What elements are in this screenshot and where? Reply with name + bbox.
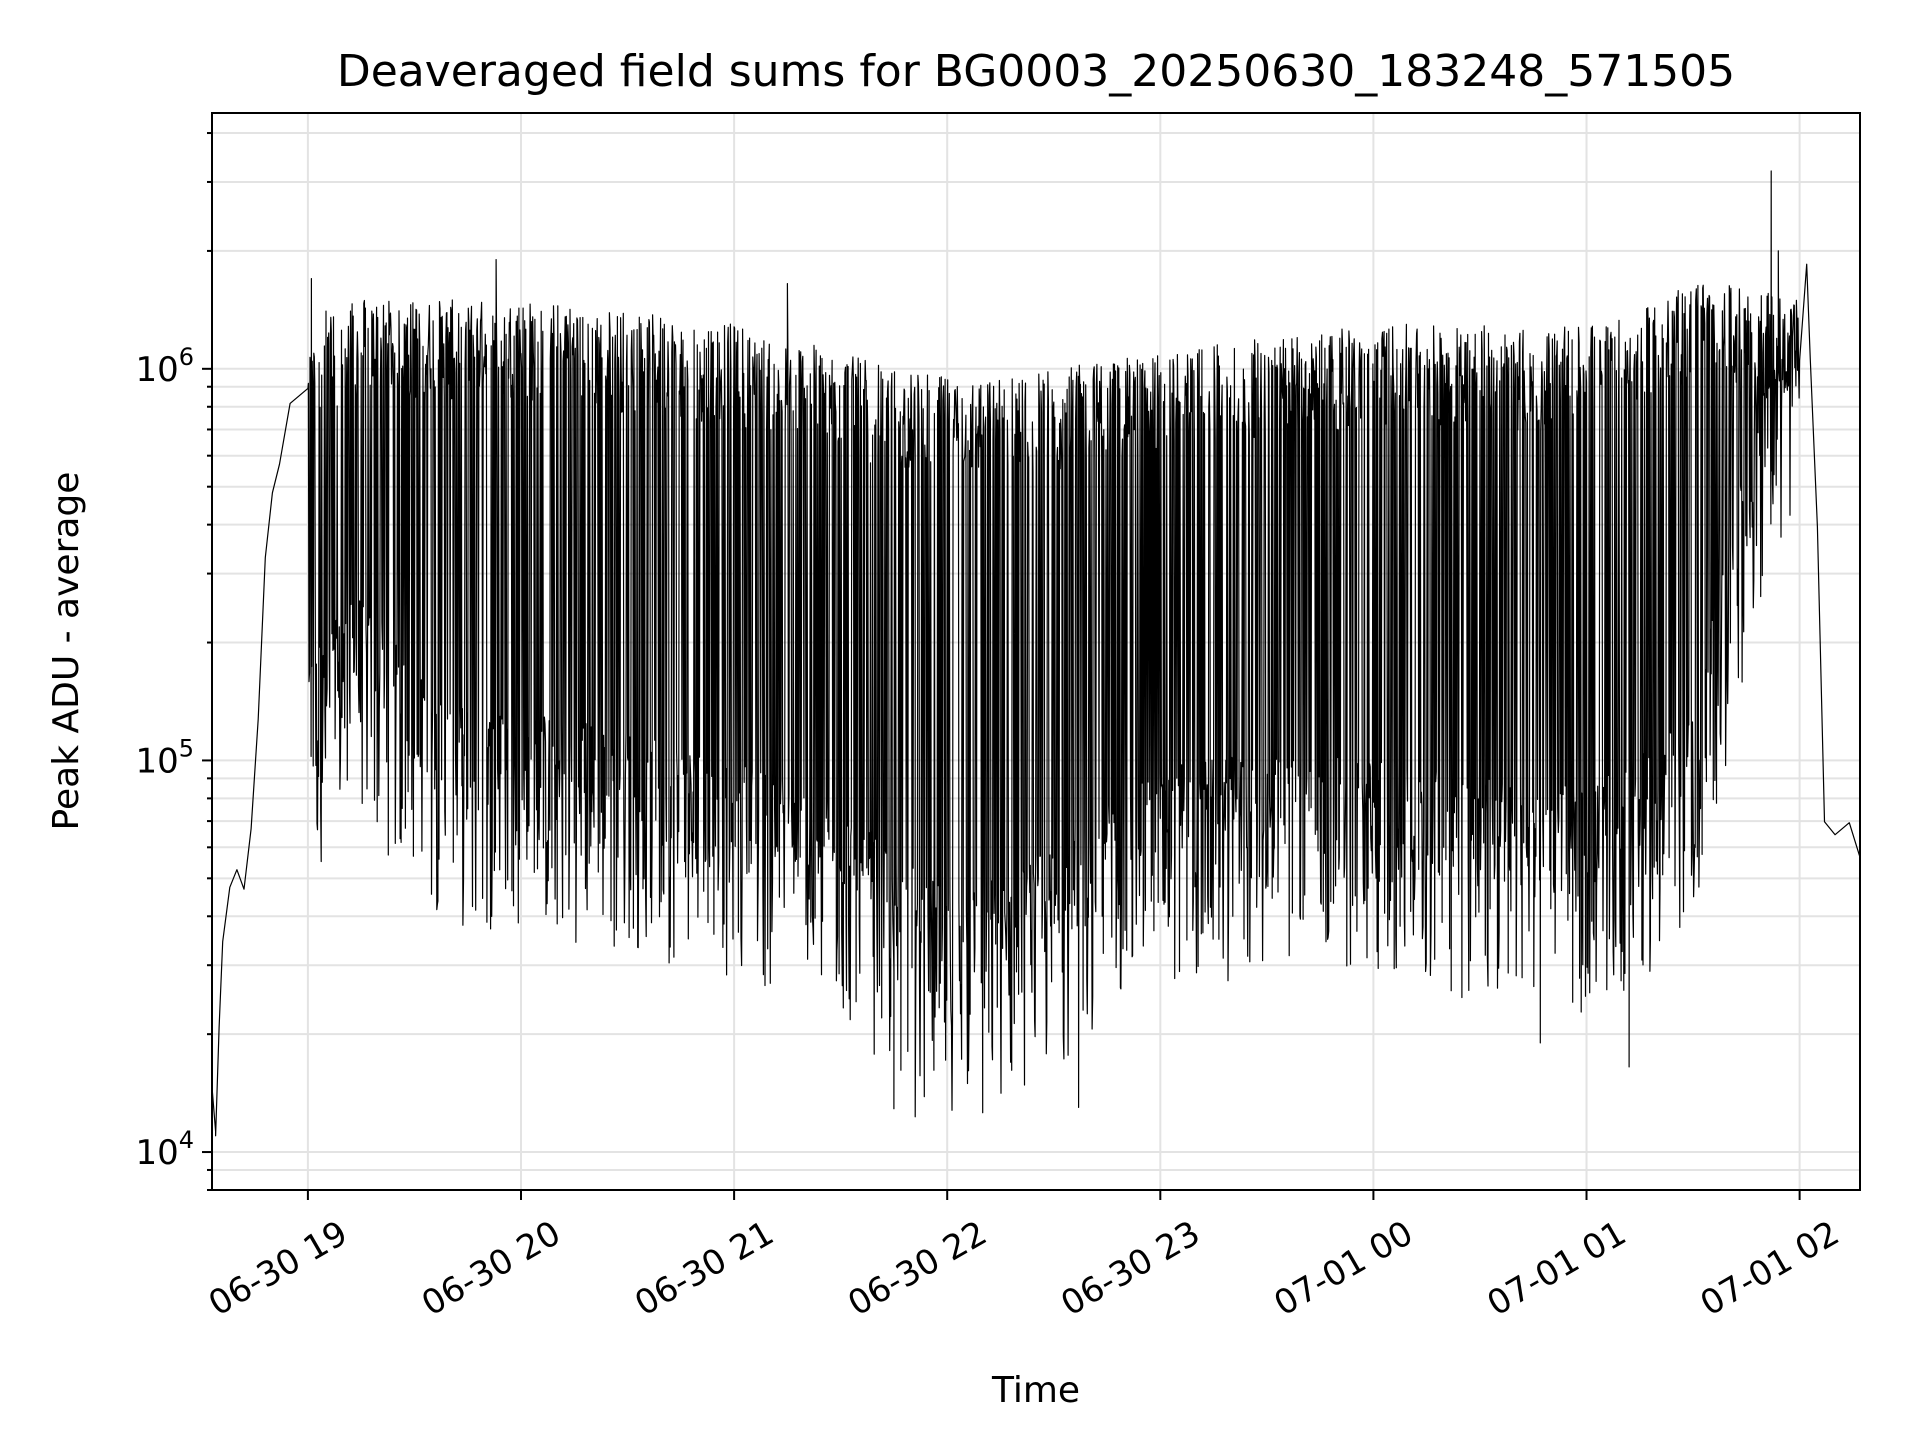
y-axis-label: Peak ADU - average <box>46 472 87 831</box>
chart-title: Deaveraged field sums for BG0003_2025063… <box>337 46 1735 97</box>
y-tick-label: 104 <box>135 1126 194 1173</box>
y-axis-ticks: 104 105 106 <box>135 132 212 1191</box>
y-tick-label: 105 <box>135 734 194 781</box>
plot-area <box>212 170 1860 1137</box>
series-line <box>212 170 1860 1137</box>
y-tick-label: 106 <box>135 343 194 390</box>
x-axis-label: Time <box>991 1370 1080 1411</box>
plot-frame <box>211 112 1861 1191</box>
series-layer <box>212 170 1860 1137</box>
